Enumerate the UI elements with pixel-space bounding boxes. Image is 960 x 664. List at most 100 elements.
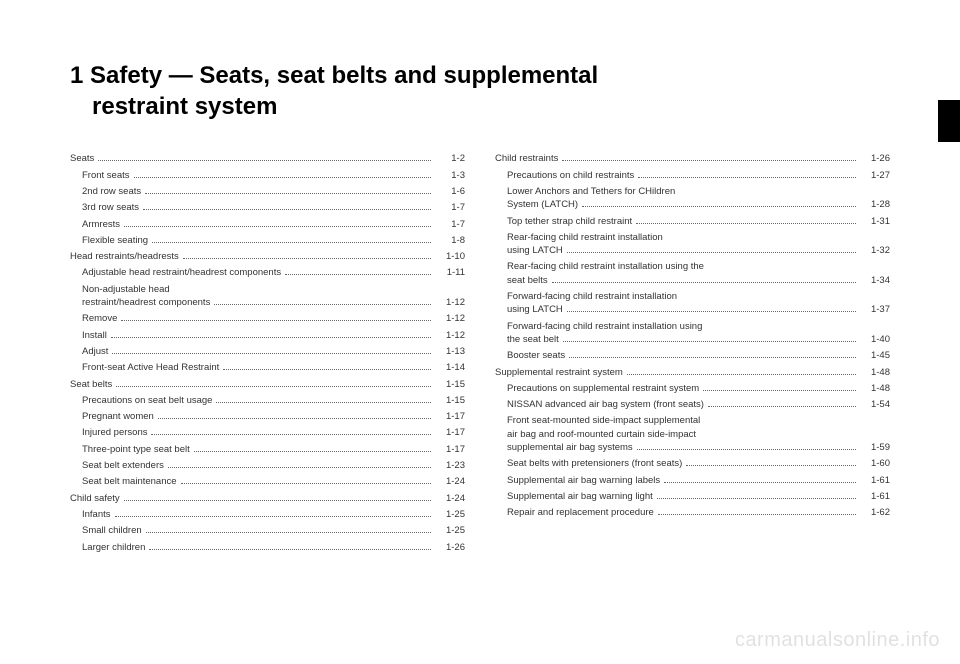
toc-entry-page: 1-11 — [435, 266, 465, 279]
toc-leader-dots — [567, 311, 856, 312]
toc-leader-dots — [637, 449, 856, 450]
toc-leader-dots — [124, 500, 431, 501]
toc-entry-label: Remove — [82, 312, 117, 325]
toc-entry: Precautions on child restraints1-27 — [495, 169, 890, 182]
toc-entry-label: System (LATCH) — [507, 198, 578, 211]
toc-entry-page: 1-13 — [435, 345, 465, 358]
toc-entry-page: 1-40 — [860, 333, 890, 346]
toc-entry: Infants1-25 — [70, 508, 465, 521]
toc-leader-dots — [152, 242, 431, 243]
toc-entry: the seat belt1-40 — [495, 333, 890, 346]
toc-entry-page: 1-12 — [435, 296, 465, 309]
toc-entry-label: Seat belt extenders — [82, 459, 164, 472]
toc-leader-dots — [562, 160, 856, 161]
toc-entry-page: 1-6 — [435, 185, 465, 198]
toc-entry-label: Precautions on child restraints — [507, 169, 634, 182]
toc-leader-dots — [567, 252, 856, 253]
toc-entry-page: 1-10 — [435, 250, 465, 263]
toc-entry: Front-seat Active Head Restraint1-14 — [70, 361, 465, 374]
toc-entry: 3rd row seats1-7 — [70, 201, 465, 214]
toc-entry: Supplemental air bag warning light1-61 — [495, 490, 890, 503]
toc-leader-dots — [703, 390, 856, 391]
toc-entry-label: seat belts — [507, 274, 548, 287]
toc-entry-page: 1-37 — [860, 303, 890, 316]
toc-entry-label: Install — [82, 329, 107, 342]
toc-entry-continuation: air bag and roof-mounted curtain side-im… — [495, 428, 890, 441]
toc-entry: Armrests 1-7 — [70, 218, 465, 231]
toc-entry-label: Three-point type seat belt — [82, 443, 190, 456]
toc-entry-page: 1-31 — [860, 215, 890, 228]
toc-entry-continuation: Forward-facing child restraint installat… — [495, 290, 890, 303]
section-tab — [938, 100, 960, 142]
toc-entry-label: NISSAN advanced air bag system (front se… — [507, 398, 704, 411]
toc-leader-dots — [98, 160, 431, 161]
toc-leader-dots — [116, 386, 431, 387]
toc-leader-dots — [111, 337, 431, 338]
toc-entry-label: Front seats — [82, 169, 130, 182]
toc-entry-page: 1-48 — [860, 366, 890, 379]
toc-entry-label: Supplemental air bag warning labels — [507, 474, 660, 487]
toc-entry-page: 1-12 — [435, 312, 465, 325]
toc-entry: NISSAN advanced air bag system (front se… — [495, 398, 890, 411]
toc-left-column: Seats1-2Front seats1-32nd row seats1-63r… — [70, 152, 465, 556]
toc-entry-continuation: Rear-facing child restraint installation — [495, 231, 890, 244]
toc-entry-label: Seat belts with pretensioners (front sea… — [507, 457, 682, 470]
toc-entry: Small children1-25 — [70, 524, 465, 537]
toc-entry-page: 1-54 — [860, 398, 890, 411]
toc-leader-dots — [569, 357, 856, 358]
toc-leader-dots — [115, 516, 431, 517]
toc-leader-dots — [149, 549, 431, 550]
toc-entry-label: Injured persons — [82, 426, 147, 439]
toc-leader-dots — [151, 434, 431, 435]
table-of-contents: Seats1-2Front seats1-32nd row seats1-63r… — [70, 152, 890, 556]
toc-leader-dots — [134, 177, 431, 178]
toc-leader-dots — [112, 353, 431, 354]
toc-leader-dots — [657, 498, 856, 499]
toc-entry: Child restraints1-26 — [495, 152, 890, 165]
toc-leader-dots — [552, 282, 856, 283]
toc-right-column: Child restraints1-26 Precautions on child… — [495, 152, 890, 556]
toc-entry-label: supplemental air bag systems — [507, 441, 633, 454]
toc-entry: 2nd row seats1-6 — [70, 185, 465, 198]
toc-entry: Seat belts with pretensioners (front sea… — [495, 457, 890, 470]
toc-entry-label: Armrests — [82, 218, 120, 231]
toc-entry: restraint/headrest components1-12 — [70, 296, 465, 309]
toc-entry: Repair and replacement procedure1-62 — [495, 506, 890, 519]
toc-entry-label: using LATCH — [507, 303, 563, 316]
toc-leader-dots — [563, 341, 856, 342]
toc-entry-continuation: Rear-facing child restraint installation… — [495, 260, 890, 273]
toc-entry-page: 1-61 — [860, 490, 890, 503]
toc-entry-label: Child restraints — [495, 152, 558, 165]
toc-entry-label: Infants — [82, 508, 111, 521]
toc-leader-dots — [194, 451, 431, 452]
toc-entry: Seats1-2 — [70, 152, 465, 165]
toc-entry-continuation: Front seat-mounted side-impact supplemen… — [495, 414, 890, 427]
toc-entry: seat belts1-34 — [495, 274, 890, 287]
toc-entry: System (LATCH)1-28 — [495, 198, 890, 211]
toc-entry: Precautions on seat belt usage1-15 — [70, 394, 465, 407]
toc-entry-page: 1-8 — [435, 234, 465, 247]
toc-leader-dots — [216, 402, 431, 403]
toc-entry: Booster seats1-45 — [495, 349, 890, 362]
toc-leader-dots — [146, 532, 431, 533]
toc-entry: Child safety1-24 — [70, 492, 465, 505]
toc-entry-label: 3rd row seats — [82, 201, 139, 214]
toc-entry-label: Precautions on seat belt usage — [82, 394, 212, 407]
toc-entry-label: Top tether strap child restraint — [507, 215, 632, 228]
toc-leader-dots — [638, 177, 856, 178]
toc-entry-continuation: Lower Anchors and Tethers for CHildren — [495, 185, 890, 198]
toc-leader-dots — [124, 226, 431, 227]
toc-entry: Adjust1-13 — [70, 345, 465, 358]
toc-entry: Three-point type seat belt1-17 — [70, 443, 465, 456]
toc-entry-label: Flexible seating — [82, 234, 148, 247]
toc-leader-dots — [658, 514, 856, 515]
toc-entry-page: 1-14 — [435, 361, 465, 374]
toc-entry-page: 1-23 — [435, 459, 465, 472]
toc-entry: Supplemental air bag warning labels1-61 — [495, 474, 890, 487]
toc-entry-page: 1-2 — [435, 152, 465, 165]
toc-entry-page: 1-7 — [435, 218, 465, 231]
toc-entry-page: 1-59 — [860, 441, 890, 454]
toc-leader-dots — [627, 374, 856, 375]
toc-entry: Injured persons1-17 — [70, 426, 465, 439]
watermark: carmanualsonline.info — [735, 629, 940, 652]
